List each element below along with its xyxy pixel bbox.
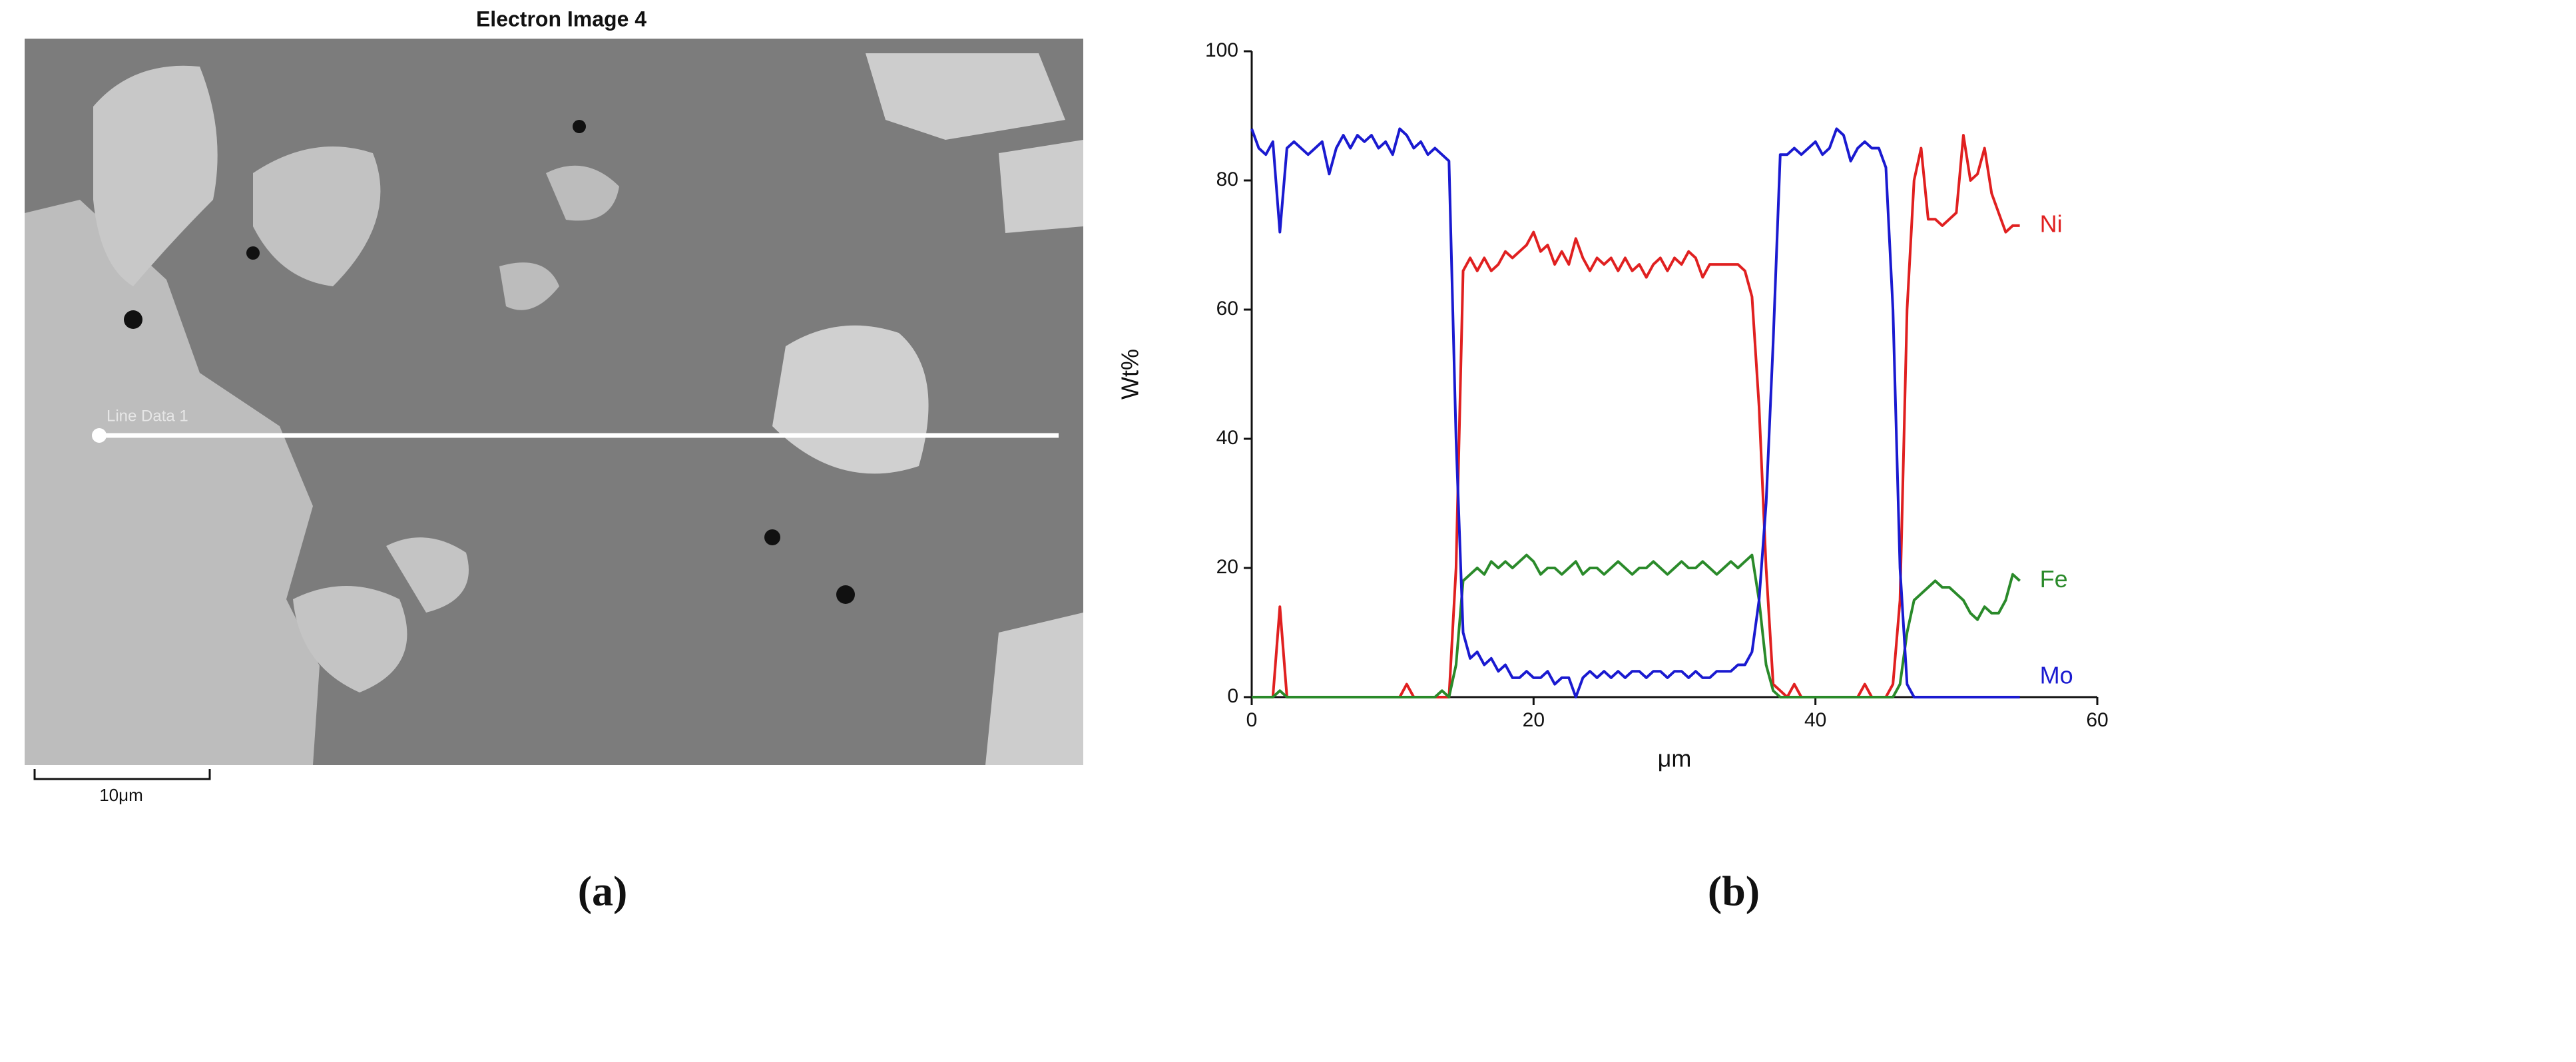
series-line [1250, 127, 2020, 698]
y-tick-label: 40 [1216, 427, 1238, 449]
y-tick-label: 20 [1216, 556, 1238, 578]
series-label: Fe [2040, 565, 2068, 593]
x-tick-label: 60 [2086, 709, 2108, 731]
y-tick-label: 60 [1216, 298, 1238, 320]
series-line [1252, 134, 2020, 698]
panel-label: (b) [1708, 868, 1760, 915]
x-tick-label: 0 [1246, 709, 1258, 731]
series-label: Mo [2040, 662, 2073, 689]
panel-label: (a) [578, 868, 628, 915]
series-line [1252, 553, 2021, 698]
y-tick-label: 80 [1216, 168, 1238, 190]
line-label: Line Data 1 [107, 407, 188, 425]
image-title: Electron Image 4 [476, 7, 646, 31]
x-axis-label: μm [1658, 745, 1692, 772]
series-label: Ni [2040, 210, 2063, 237]
scale-bar [33, 769, 211, 780]
scale-label: 10μm [99, 785, 143, 805]
line-chart: 0 20 40 60 80 100 0 20 40 60 μm Wt% (b) Ni Fe Mo [1117, 39, 2109, 915]
x-tick-label: 20 [1523, 709, 1545, 731]
y-tick-label: 100 [1205, 39, 1238, 61]
x-tick-label: 40 [1804, 709, 1826, 731]
y-tick-label: 0 [1227, 685, 1238, 707]
y-axis-label: Wt% [1117, 349, 1144, 399]
sem-image [25, 39, 1083, 765]
